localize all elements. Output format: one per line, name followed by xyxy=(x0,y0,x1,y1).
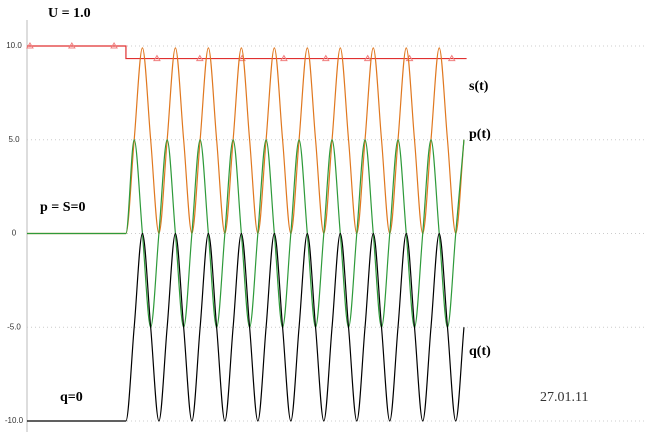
y-tick-label: 0 xyxy=(12,229,17,238)
marker xyxy=(195,54,204,62)
marker xyxy=(110,42,118,49)
marker xyxy=(447,54,456,62)
series-line xyxy=(26,232,465,422)
y-tick-label: 5.0 xyxy=(8,135,20,144)
annotation: 27.01.11 xyxy=(540,390,588,405)
series-label: s(t) xyxy=(469,79,489,94)
marker xyxy=(280,54,288,62)
marker xyxy=(363,54,372,62)
annotation: p = S=0 xyxy=(40,200,86,215)
marker xyxy=(321,54,330,62)
y-tick-label: -10.0 xyxy=(5,416,24,425)
marker xyxy=(67,42,76,49)
y-tick-label: 10.0 xyxy=(6,41,22,50)
series-label: q(t) xyxy=(469,344,491,359)
marker xyxy=(153,54,161,62)
annotation: U = 1.0 xyxy=(48,6,91,21)
y-tick-label: -5.0 xyxy=(7,322,21,331)
annotation: q=0 xyxy=(60,390,83,405)
series-line xyxy=(27,45,467,60)
series-label: p(t) xyxy=(469,127,491,142)
marker xyxy=(26,42,34,49)
